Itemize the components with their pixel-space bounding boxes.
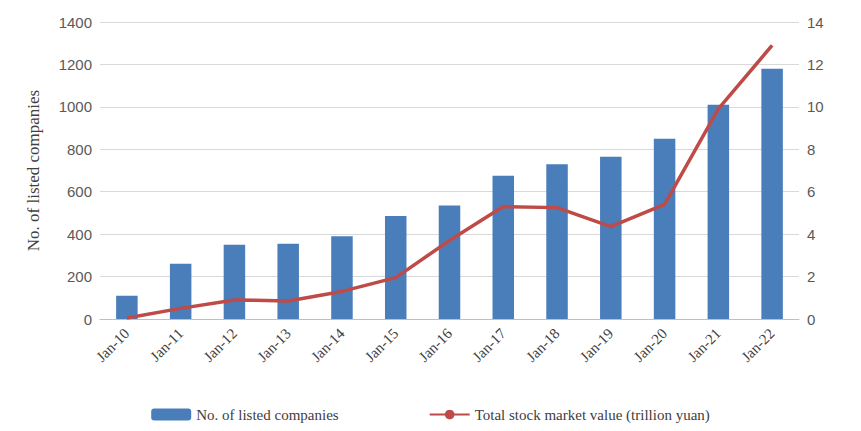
svg-text:1000: 1000 [59, 98, 92, 115]
svg-text:Total stock market value (tril: Total stock market value (trillion yuan) [475, 407, 710, 424]
svg-text:Jan-18: Jan-18 [523, 325, 563, 365]
svg-text:800: 800 [67, 141, 92, 158]
svg-text:Jan-11: Jan-11 [147, 325, 186, 364]
svg-text:Jan-17: Jan-17 [469, 325, 509, 365]
svg-text:4: 4 [807, 226, 815, 243]
svg-text:0: 0 [84, 311, 92, 328]
svg-text:8: 8 [807, 141, 815, 158]
svg-text:Jan-10: Jan-10 [93, 325, 133, 365]
svg-text:Jan-20: Jan-20 [631, 325, 671, 365]
svg-text:Jan-16: Jan-16 [416, 325, 456, 365]
svg-text:12: 12 [807, 56, 824, 73]
svg-text:1400: 1400 [59, 14, 92, 31]
svg-text:200: 200 [67, 268, 92, 285]
svg-text:No. of listed companies: No. of listed companies [24, 90, 43, 251]
svg-text:Jan-13: Jan-13 [254, 325, 294, 365]
svg-text:2: 2 [807, 268, 815, 285]
svg-text:Jan-15: Jan-15 [362, 325, 402, 365]
svg-text:400: 400 [67, 226, 92, 243]
svg-text:Jan-19: Jan-19 [577, 325, 617, 365]
svg-text:Jan-22: Jan-22 [738, 325, 778, 365]
svg-text:10: 10 [807, 98, 824, 115]
svg-text:Jan-12: Jan-12 [201, 325, 241, 365]
svg-text:1200: 1200 [59, 56, 92, 73]
svg-text:600: 600 [67, 183, 92, 200]
svg-text:Jan-14: Jan-14 [308, 325, 348, 365]
svg-text:0: 0 [807, 311, 815, 328]
svg-text:Jan-21: Jan-21 [684, 325, 724, 365]
svg-text:14: 14 [807, 14, 824, 31]
svg-text:No. of listed companies: No. of listed companies [196, 407, 339, 423]
svg-text:6: 6 [807, 183, 815, 200]
